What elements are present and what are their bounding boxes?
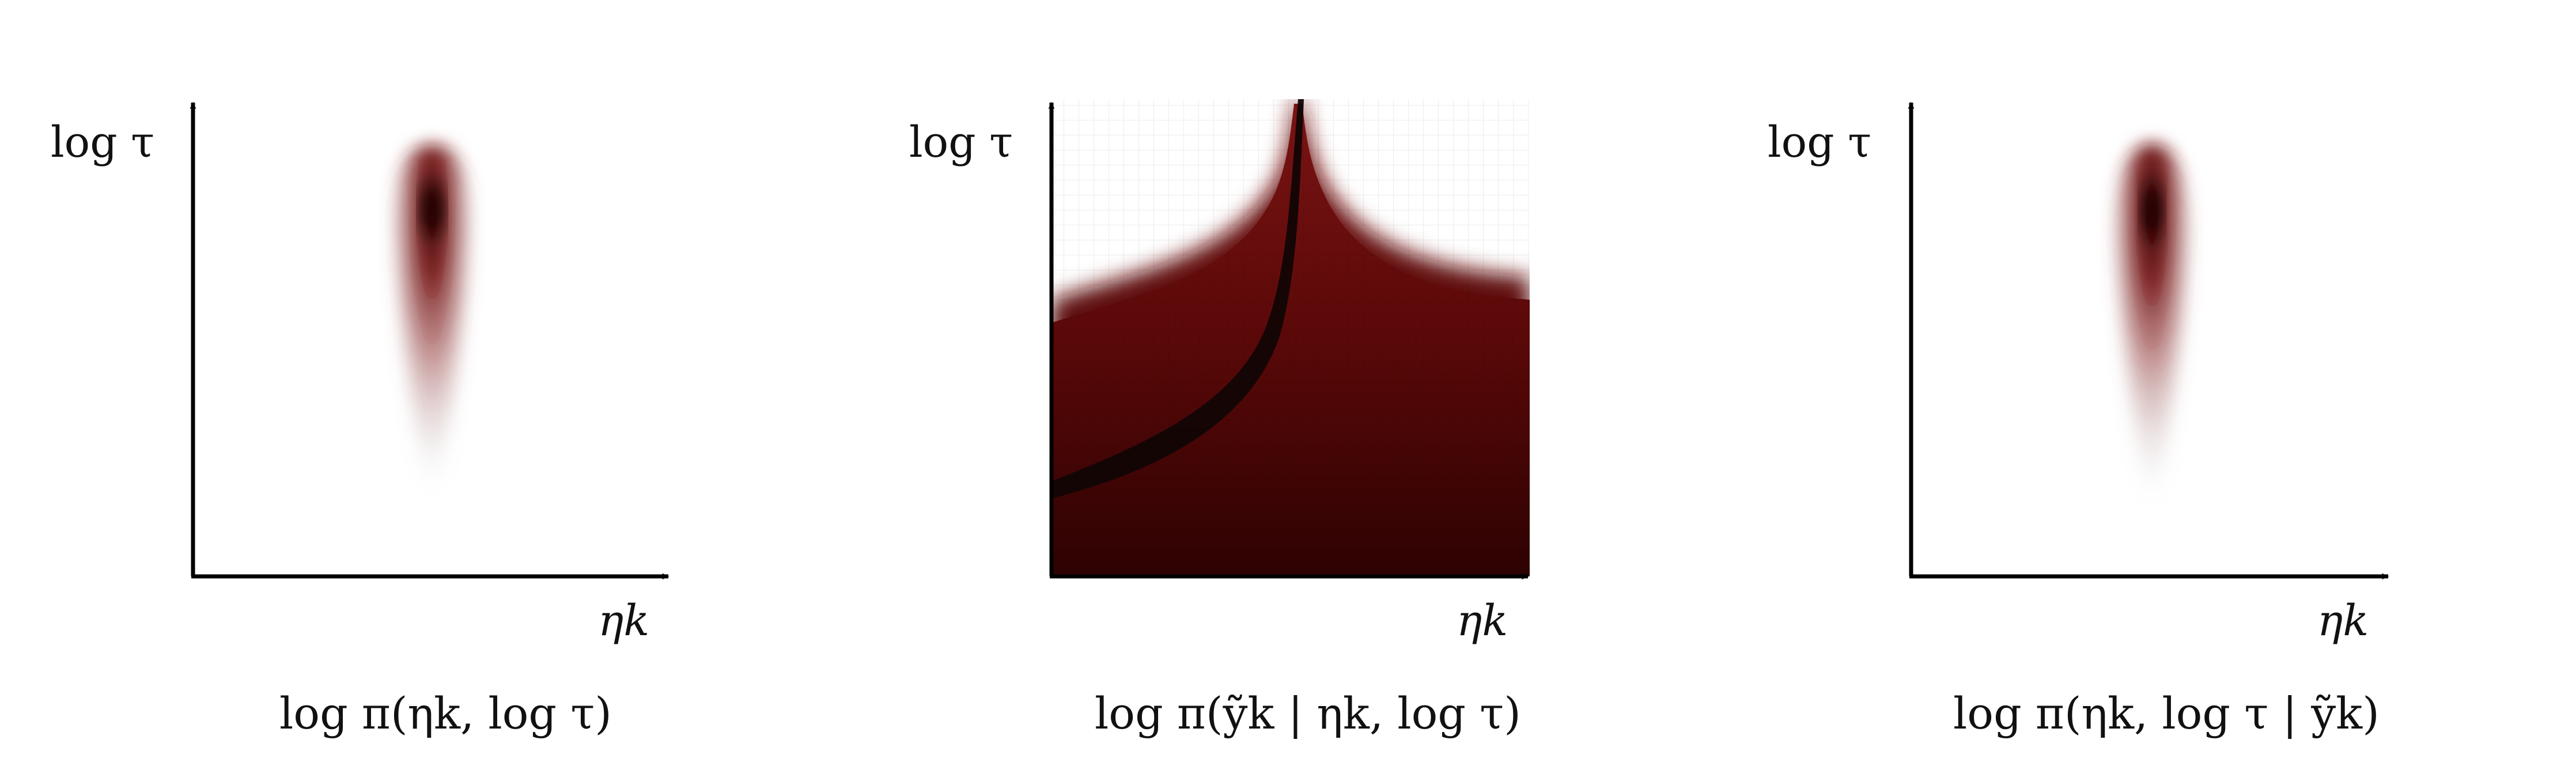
prior-x-label: ηk — [598, 596, 650, 646]
likelihood-density-region — [1051, 99, 1530, 576]
posterior-x-label: ηk — [2317, 596, 2369, 646]
likelihood-x-label: ηk — [1457, 596, 1508, 646]
likelihood-ridge — [1051, 99, 1304, 499]
panel-prior — [190, 101, 669, 580]
posterior-y-label: log τ — [1768, 118, 1872, 167]
prior-density-blob — [394, 144, 471, 536]
panel-likelihood — [1048, 99, 1530, 580]
posterior-caption: log π(ηk, log τ | ỹk) — [1953, 688, 2380, 739]
panel-posterior — [1908, 101, 2389, 580]
posterior-density-blob — [2114, 143, 2190, 539]
prior-y-label: log τ — [51, 118, 155, 167]
likelihood-y-label: log τ — [909, 118, 1013, 167]
likelihood-caption: log π(ỹk | ηk, log τ) — [1095, 688, 1521, 739]
prior-caption: log π(ηk, log τ) — [279, 688, 612, 739]
